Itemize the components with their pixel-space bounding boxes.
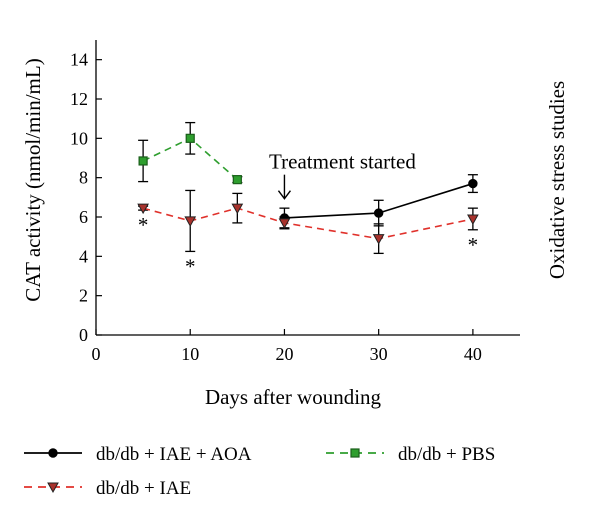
legend-item-0: db/db + IAE + AOA [24,444,252,465]
legend: db/db + IAE + AOA db/db + PBS db/db + IAE [24,444,495,499]
series-0 [279,174,478,229]
axes: 0 2 4 6 8 10 12 14 0 10 20 30 40 [70,40,520,364]
x-axis-title: Days after wounding [205,385,382,409]
series-1 [138,121,243,185]
annotation-layer: Treatment started * * * [138,150,478,279]
data-point [184,216,197,227]
data-point [278,218,291,229]
y-tick-label: 14 [70,50,88,70]
legend-swatch-marker [48,448,58,458]
y-tick-label: 8 [79,168,88,188]
series-2 [137,189,479,255]
y-tick-label: 4 [79,246,88,266]
right-side-label: Oxidative stress studies [545,81,569,279]
data-point [231,203,244,215]
y-tick-label: 0 [79,325,88,345]
legend-swatch-marker [350,448,360,458]
data-point [232,175,242,185]
y-tick-label: 12 [70,89,88,109]
x-tick-label: 20 [275,344,293,364]
y-tick-label: 6 [79,207,88,227]
series-layer [137,121,479,255]
significance-asterisk: * [138,213,149,237]
legend-item-1: db/db + PBS [326,444,495,465]
series-line [142,207,474,240]
x-tick-label: 30 [370,344,388,364]
significance-asterisk: * [468,233,479,257]
x-tick-label: 40 [464,344,482,364]
data-point [138,156,148,166]
data-point [137,203,149,215]
significance-asterisk: * [185,254,196,278]
data-point [185,133,195,143]
x-tick-label: 10 [181,344,199,364]
legend-label: db/db + PBS [398,444,495,465]
data-point [373,208,384,218]
treatment-annotation-label: Treatment started [269,150,416,174]
y-tick-label: 10 [70,128,88,148]
y-tick-label: 2 [79,286,88,306]
data-point [467,214,479,225]
data-point [468,178,478,189]
y-axis-title: CAT activity (nmol/min/mL) [21,58,45,301]
data-point [372,234,385,245]
legend-item-2: db/db + IAE [24,478,191,499]
legend-label: db/db + IAE [96,478,191,499]
treatment-arrow-head [277,190,292,200]
legend-label: db/db + IAE + AOA [96,444,252,465]
x-tick-label: 0 [92,344,101,364]
legend-swatch-marker [47,482,59,494]
